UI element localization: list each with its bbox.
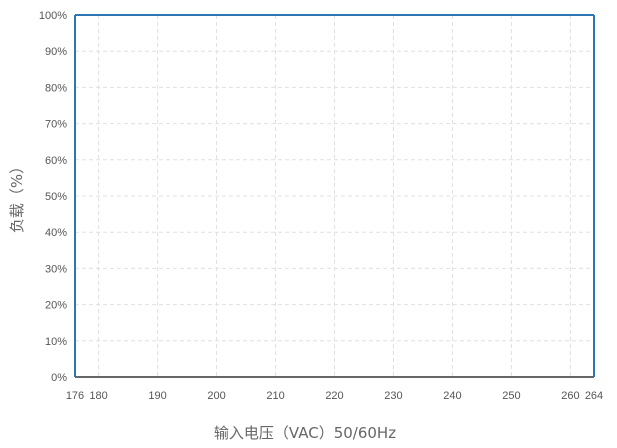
x-axis-title: 输入电压（VAC）50/60Hz: [214, 424, 396, 442]
y-tick-label: 20%: [45, 300, 67, 312]
y-tick-label: 10%: [45, 336, 67, 348]
y-tick-label: 50%: [45, 191, 67, 203]
y-tick-label: 70%: [45, 119, 67, 131]
x-tick-label: 180: [89, 390, 107, 402]
y-tick-label: 100%: [39, 10, 67, 22]
x-tick-label: 210: [266, 390, 284, 402]
x-tick-label: 190: [148, 390, 166, 402]
y-tick-label: 80%: [45, 82, 67, 94]
x-tick-label: 250: [502, 390, 520, 402]
x-tick-label: 230: [384, 390, 402, 402]
y-tick-label: 40%: [45, 227, 67, 239]
y-tick-labels: 0% 10% 20% 30% 40% 50% 60% 70% 80% 90% 100%: [39, 10, 67, 384]
x-tick-label: 264: [585, 390, 603, 402]
x-tick-label: 176: [66, 390, 84, 402]
x-tick-label: 220: [325, 390, 343, 402]
y-tick-label: 60%: [45, 155, 67, 167]
y-tick-label: 30%: [45, 263, 67, 275]
y-tick-label: 90%: [45, 46, 67, 58]
series: [74, 14, 595, 377]
y-axis-title: 负载（%）: [8, 159, 26, 233]
x-tick-label: 260: [561, 390, 579, 402]
x-tick-label: 240: [443, 390, 461, 402]
x-tick-label: 200: [207, 390, 225, 402]
grid: [75, 14, 594, 377]
y-tick-label: 0%: [51, 372, 67, 384]
x-tick-labels: 176 180 190 200 210 220 230 240 250 260 264: [66, 390, 603, 402]
